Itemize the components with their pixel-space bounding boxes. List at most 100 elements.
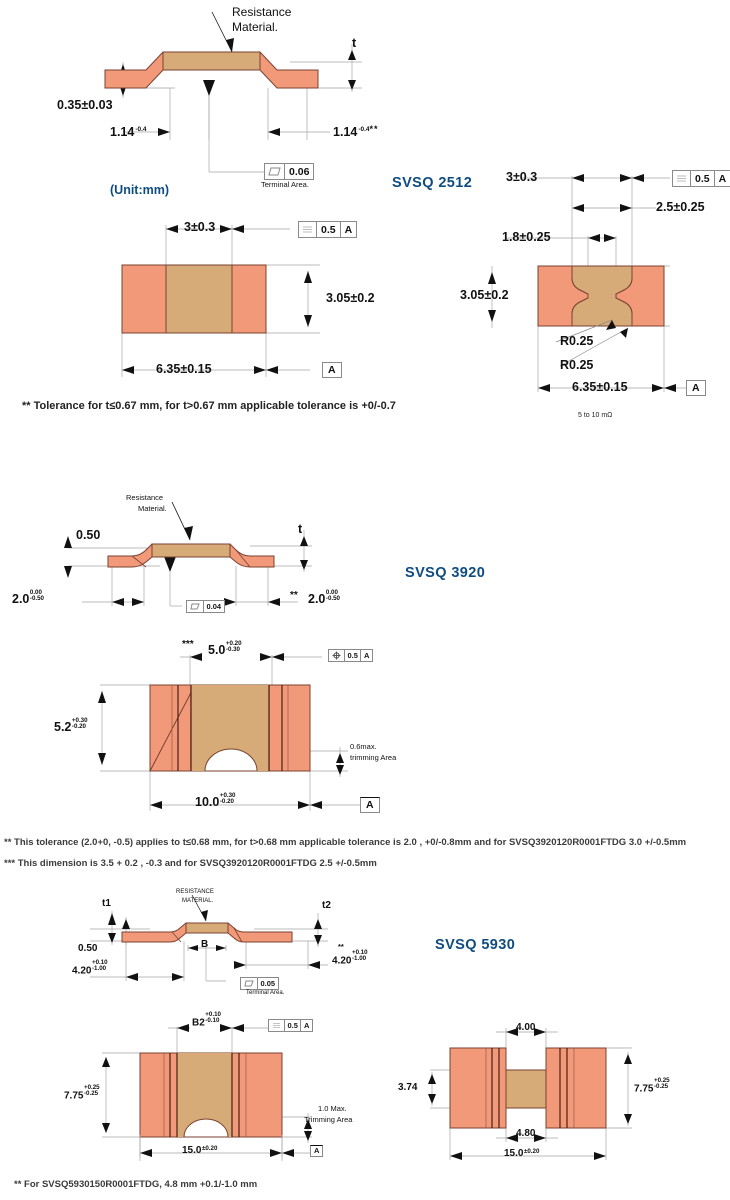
- resistance-material-callout-line1: Resistance: [232, 5, 292, 19]
- resistance-range-note: 5 to 10 mΩ: [578, 412, 613, 419]
- dim-15-0-dogbone-tolerance: ±0.20: [523, 1147, 540, 1155]
- dim-5-0-stars: ***: [182, 639, 194, 650]
- dim-3-05-dogbone: 3.05±0.2: [460, 288, 509, 302]
- dim-right-2-0-stars: **: [290, 590, 298, 601]
- symmetry-control-frame-2512-top: 0.5 A: [298, 221, 358, 238]
- position-value: 0.5: [344, 650, 360, 661]
- dim-right-2-0-tolerance: 0.00 -0.50: [325, 588, 340, 602]
- dim-15-0-5930-top: 15.0 ±0.20: [182, 1144, 218, 1156]
- dim-3-05: 3.05±0.2: [326, 291, 375, 305]
- dim-7-75-tolerance: +0.25 -0.25: [83, 1084, 100, 1097]
- section-svsq-3920: Resistance Material. t 0.50 2.0 0.00 -0.…: [0, 470, 730, 880]
- resistance-element-3920: [151, 543, 231, 558]
- dim-6-35: 6.35±0.15: [156, 362, 212, 376]
- section-svsq-5930: RESISTANCE MATERIAL. t1 t2 0.50 B 4.20 +…: [0, 880, 730, 1200]
- svsq-3920-top-view: 5.0 +0.20 -0.30 *** 0.5 A 5.2: [54, 635, 480, 825]
- resistance-material-callout-line2-5930: MATERIAL.: [182, 898, 214, 904]
- dim-1-8: 1.8±0.25: [502, 230, 551, 244]
- dim-5-0-3920: 5.0 +0.20 -0.30: [208, 639, 242, 657]
- terminal-area-note: Terminal Area.: [261, 180, 309, 189]
- dim-right-1-14: 1.14-0.4**: [333, 124, 379, 139]
- dim-left-4-20-tolerance: +0.10 -1.00: [91, 959, 108, 972]
- dim-b2-5930: B2 +0.10 -0.10: [192, 1011, 221, 1029]
- svsq-5930-dogbone-svg: [428, 1028, 632, 1160]
- flatness-control-frame-2512: 0.06: [264, 163, 315, 180]
- symmetry-datum: A: [713, 171, 730, 186]
- svsq-5930-dogbone-view: 4.00 3.74 4.80 7.75 +0.25 -0.25 15.0 ±0.…: [398, 1010, 730, 1170]
- symmetry-value: 0.5: [316, 222, 340, 237]
- dim-0-35: 0.35±0.03: [57, 98, 113, 112]
- symmetry-lines-icon: [673, 171, 690, 186]
- svsq-2512-side-svg: [104, 11, 362, 173]
- position-datum: A: [360, 650, 371, 661]
- flatness-value: 0.05: [257, 978, 278, 989]
- dim-right-1-14-tolerance: -0.4: [358, 126, 370, 133]
- thickness-label-t1: t1: [102, 898, 111, 909]
- dim-right-4-20-stars: **: [338, 942, 344, 951]
- dim-right-1-14-stars: **: [369, 124, 379, 134]
- resistance-material-callout-line2: Material.: [232, 20, 279, 34]
- resistance-body-3920: [191, 685, 269, 771]
- svsq-2512-top-view: 3±0.3 0.5 A 3.05±0.2 6.35±0.15 A: [100, 205, 430, 395]
- dim-7-75-5930-dogbone: 7.75 +0.25 -0.25: [634, 1077, 670, 1095]
- dim-0-50-5930: 0.50: [78, 943, 98, 954]
- trimming-area-note-line1-5930: 1.0 Max.: [318, 1104, 347, 1113]
- resistance-element-2512-top: [165, 264, 233, 334]
- svsq-2512-top-svg: [121, 225, 320, 377]
- flatness-parallelogram-icon: [241, 978, 257, 989]
- svsq-3920-top-svg: [98, 653, 360, 811]
- position-crosshair-icon: [329, 650, 344, 661]
- dim-5-2-tolerance: +0.30 -0.20: [71, 716, 88, 730]
- dim-5-2-3920: 5.2 +0.30 -0.20: [54, 716, 88, 734]
- dim-right-2-0-3920: 2.0 0.00 -0.50: [308, 588, 340, 606]
- dim-right-4-20-5930: 4.20 +0.10 -1.00: [332, 949, 368, 967]
- dim-10-0-3920: 10.0 +0.30 -0.20: [195, 791, 236, 809]
- symmetry-lines-icon: [299, 222, 316, 237]
- dim-left-2-0-3920: 2.0 0.00 -0.50: [12, 588, 44, 606]
- dim-left-4-20-5930: 4.20 +0.10 -1.00: [72, 959, 108, 977]
- dim-0-50-3920: 0.50: [76, 528, 101, 542]
- dim-4-00-5930: 4.00: [516, 1022, 536, 1033]
- position-control-frame-3920: 0.5 A: [328, 649, 373, 662]
- flatness-value: 0.04: [203, 601, 224, 612]
- footnote-svsq-3920-1: ** This tolerance (2.0+0, -0.5) applies …: [4, 837, 687, 848]
- footnote-svsq-3920-2: *** This dimension is 3.5 + 0.2 , -0.3 a…: [4, 858, 377, 869]
- dim-2-5: 2.5±0.25: [656, 200, 705, 214]
- radius-label-1: R0.25: [560, 334, 594, 348]
- thickness-label-t-3920: t: [298, 522, 303, 536]
- dim-3-plus-0-3-dogbone: 3±0.3: [506, 170, 538, 184]
- dim-left-1-14-tolerance: -0.4: [135, 126, 147, 133]
- dim-3-74-5930: 3.74: [398, 1082, 418, 1093]
- symmetry-value: 0.5: [690, 171, 714, 186]
- svsq-5930-top-svg: [102, 1024, 312, 1161]
- datum-label-a-2512-top: A: [322, 362, 342, 378]
- svsq-5930-top-view: B2 +0.10 -0.10 0.5 A 7.75 +0: [60, 1005, 420, 1165]
- resistance-body-5930-top: [177, 1053, 232, 1137]
- trimming-area-note-line2-5930: Trimming Area: [304, 1115, 353, 1124]
- resistance-material-callout-line1-3920: Resistance: [126, 493, 164, 502]
- thickness-label-t: t: [352, 36, 357, 50]
- resistance-element-5930: [185, 922, 229, 934]
- trimming-area-note-line1-3920: 0.6max.: [350, 742, 377, 751]
- trimming-area-note-line2-3920: trimming Area: [350, 753, 397, 762]
- flatness-control-frame-5930: 0.05: [240, 977, 279, 990]
- dim-3-plus-0-3: 3±0.3: [184, 220, 216, 234]
- part-label-svsq-3920: SVSQ 3920: [405, 565, 486, 581]
- part-label-svsq-2512: SVSQ 2512: [392, 175, 473, 191]
- datum-label-a-2512-dogbone: A: [686, 380, 706, 396]
- dim-left-1-14: 1.14-0.4: [110, 125, 147, 139]
- terminal-area-note-5930: Terminal Area.: [246, 990, 285, 996]
- resistance-element-2512: [162, 51, 261, 71]
- svsq-3920-side-view: Resistance Material. t 0.50 2.0 0.00 -0.…: [12, 480, 460, 620]
- symmetry-datum: A: [300, 1020, 311, 1031]
- unit-label: (Unit:mm): [110, 183, 170, 197]
- symmetry-value: 0.5: [284, 1020, 300, 1031]
- dim-b-label-5930: B: [201, 939, 209, 950]
- svsq-2512-dogbone-view: 3±0.3 0.5 A 2.5±0.25 1.8±0.25 3.05±0.2 R…: [460, 160, 730, 419]
- dim-4-80-5930: 4.80: [516, 1128, 536, 1139]
- flatness-control-frame-3920: 0.04: [186, 600, 225, 613]
- radius-label-2: R0.25: [560, 358, 594, 372]
- dim-7-75-5930-top: 7.75 +0.25 -0.25: [64, 1084, 100, 1102]
- svsq-5930-side-view: RESISTANCE MATERIAL. t1 t2 0.50 B 4.20 +…: [60, 885, 460, 996]
- svsq-2512-dogbone-svg: [488, 174, 700, 392]
